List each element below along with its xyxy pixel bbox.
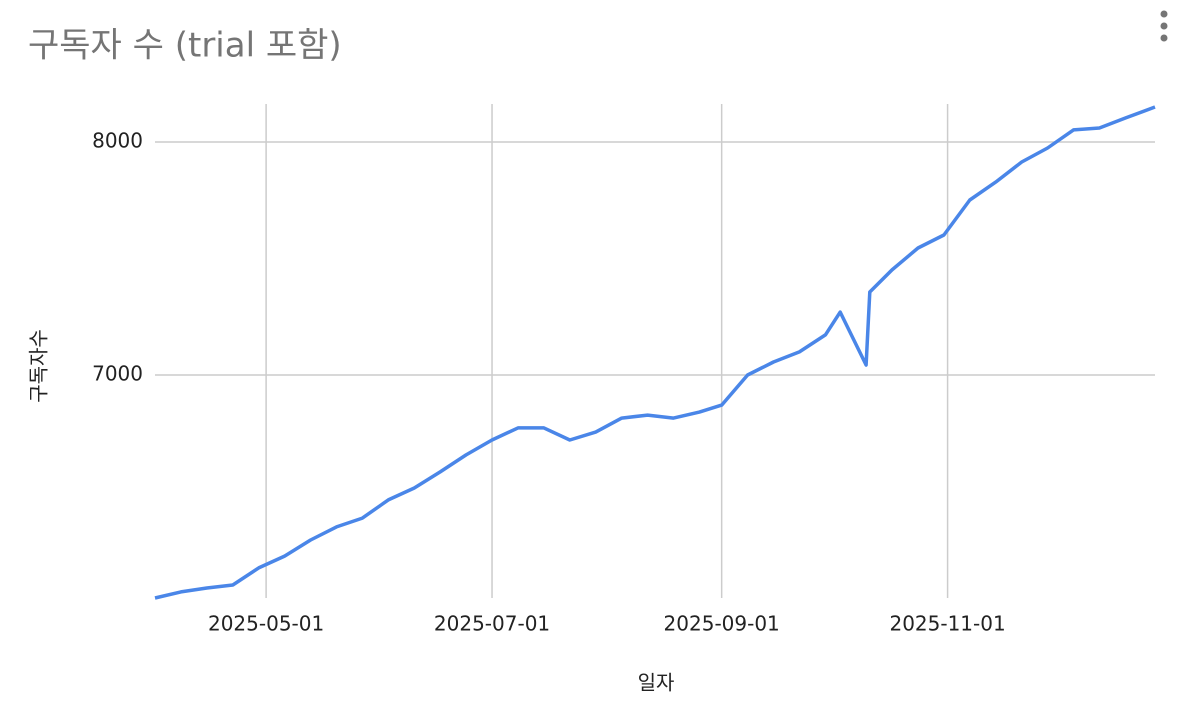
menu-dot (1160, 22, 1168, 30)
y-tick-label: 7000 (92, 362, 143, 386)
menu-dot (1160, 10, 1168, 18)
data-line (154, 105, 1156, 600)
x-axis-title: 일자 (638, 671, 675, 695)
menu-dot (1160, 34, 1168, 42)
x-tick-label: 2025-07-01 (434, 612, 550, 636)
menu-icon[interactable] (1160, 10, 1168, 42)
x-tick-label: 2025-05-01 (208, 612, 324, 636)
y-tick-label: 8000 (92, 128, 143, 152)
chart-title: 구독자 수 (trial 포함) (28, 26, 342, 66)
y-axis-title: 구독자수 (27, 329, 51, 403)
x-tick-label: 2025-09-01 (664, 612, 780, 636)
x-tick-label: 2025-11-01 (889, 612, 1005, 636)
